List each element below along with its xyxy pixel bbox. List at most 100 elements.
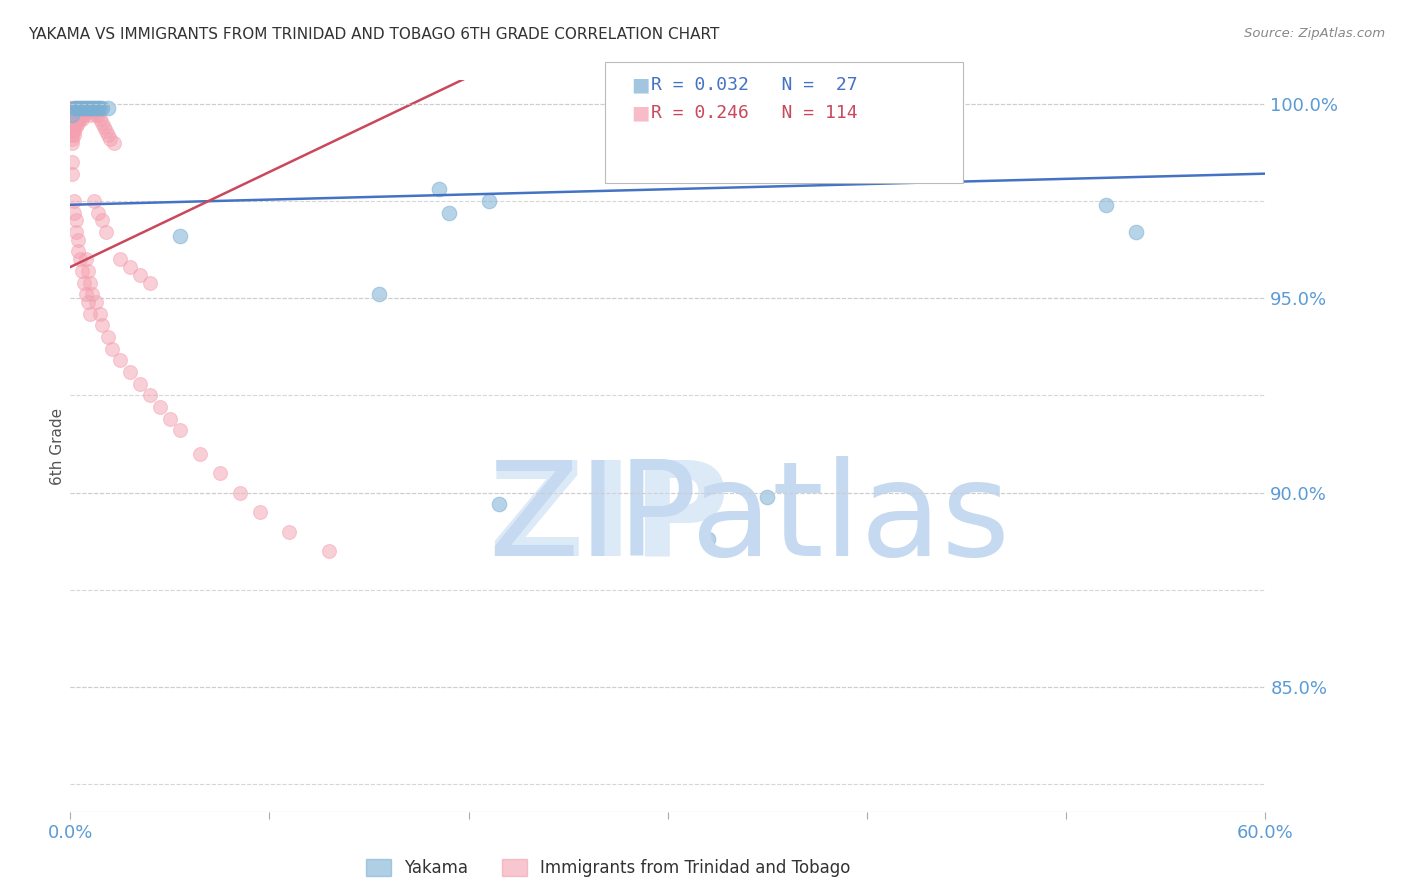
Point (103, 136, 125, 150)
Point (67, 244, 90, 259)
Point (65, 225, 87, 239)
Point (188, 447, 211, 461)
Point (63, 104, 86, 119)
Point (75, 101, 97, 115)
Point (65, 101, 87, 115)
Point (67, 108, 90, 122)
Point (108, 252, 131, 267)
Text: ZIP: ZIP (489, 456, 730, 582)
Point (318, 544, 340, 558)
Point (84, 108, 107, 122)
Point (91, 318, 114, 333)
Point (278, 524, 301, 539)
Point (63, 101, 86, 115)
Point (60, 101, 83, 115)
Point (73, 104, 96, 119)
Point (77, 101, 100, 115)
Legend: Yakama, Immigrants from Trinidad and Tobago: Yakama, Immigrants from Trinidad and Tob… (360, 853, 856, 884)
Point (79, 108, 101, 122)
Point (63, 120, 86, 134)
Point (427, 182, 450, 196)
Text: Source: ZipAtlas.com: Source: ZipAtlas.com (1244, 27, 1385, 40)
Point (437, 205, 460, 219)
Point (67, 116, 90, 130)
Point (60, 101, 83, 115)
Point (67, 104, 90, 119)
Point (60, 155, 83, 169)
Point (169, 228, 191, 243)
Point (101, 342, 124, 356)
Point (120, 365, 141, 379)
Point (63, 101, 86, 115)
Point (69, 101, 91, 115)
Point (63, 112, 86, 127)
Point (77, 104, 100, 119)
Point (73, 108, 96, 122)
Point (67, 101, 90, 115)
Point (65, 101, 87, 115)
Point (84, 101, 107, 115)
Point (65, 116, 87, 130)
Point (69, 112, 91, 127)
Point (96, 124, 117, 138)
Point (1125, 225, 1147, 239)
Point (70, 101, 93, 115)
Point (97, 330, 120, 344)
Point (696, 533, 718, 547)
Point (63, 101, 86, 115)
Point (82, 101, 104, 115)
Point (60, 131, 83, 145)
Point (60, 104, 83, 119)
Point (65, 213, 87, 227)
Point (67, 101, 90, 115)
Point (65, 112, 87, 127)
Point (208, 467, 231, 481)
Point (60, 128, 83, 142)
Point (89, 112, 111, 127)
Point (69, 101, 91, 115)
Point (75, 252, 97, 267)
Point (87, 108, 110, 122)
Point (65, 120, 87, 134)
Point (60, 112, 83, 127)
Point (69, 104, 91, 119)
Point (89, 101, 111, 115)
Point (139, 276, 162, 290)
Point (67, 112, 90, 127)
Point (60, 104, 83, 119)
Point (69, 108, 91, 122)
Point (60, 101, 83, 115)
Point (249, 505, 271, 519)
Point (96, 225, 117, 239)
Point (67, 233, 90, 247)
Point (478, 194, 501, 208)
Point (97, 128, 120, 142)
Point (60, 101, 83, 115)
Point (120, 260, 141, 274)
Point (70, 264, 93, 278)
Point (73, 276, 96, 290)
Y-axis label: 6th Grade: 6th Grade (49, 408, 65, 484)
Point (60, 136, 83, 150)
Text: R = 0.032   N =  27: R = 0.032 N = 27 (651, 76, 858, 94)
Point (75, 287, 97, 301)
Point (756, 490, 779, 504)
Point (82, 101, 104, 115)
Point (79, 101, 101, 115)
Point (87, 101, 110, 115)
Point (63, 116, 86, 130)
Point (129, 268, 152, 282)
Point (60, 112, 83, 127)
Point (77, 295, 100, 310)
Point (69, 252, 91, 267)
Point (1095, 198, 1118, 212)
Point (60, 108, 83, 122)
Point (63, 194, 86, 208)
Point (91, 116, 114, 130)
Point (60, 101, 83, 115)
Point (60, 101, 83, 115)
Point (139, 388, 162, 402)
Point (60, 101, 83, 115)
Point (129, 376, 152, 391)
Point (488, 497, 510, 511)
